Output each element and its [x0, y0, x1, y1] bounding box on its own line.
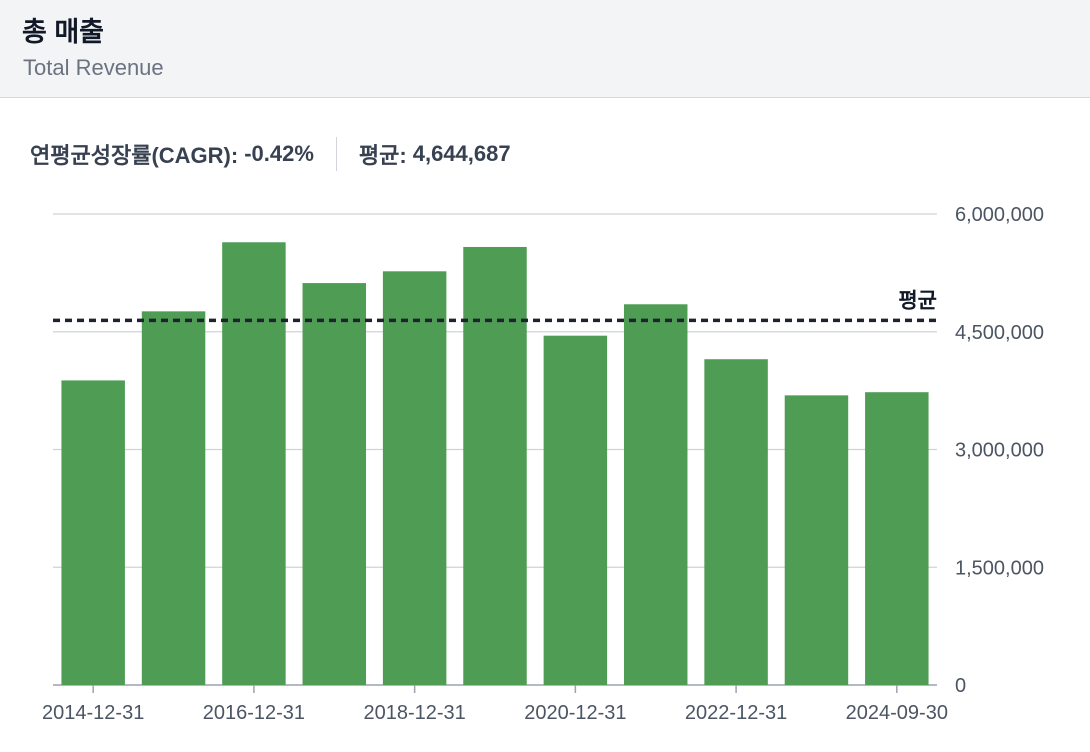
- average-line-label: 평균: [898, 289, 937, 312]
- bar: [623, 304, 688, 685]
- x-tick-label: 2016-12-31: [203, 702, 305, 724]
- x-tick-label: 2018-12-31: [363, 702, 465, 724]
- x-tick-label: 2020-12-31: [524, 702, 626, 724]
- y-tick-label: 4,500,000: [955, 322, 1044, 344]
- y-tick-label: 1,500,000: [955, 557, 1044, 579]
- cagr-label: 연평균성장률(CAGR):: [30, 143, 239, 168]
- average-value: 4,644,687: [412, 141, 511, 166]
- x-tick-label: 2014-12-31: [42, 702, 144, 724]
- bar: [141, 311, 206, 685]
- x-tick-label: 2024-09-30: [846, 702, 948, 724]
- y-tick-label: 0: [955, 675, 966, 697]
- bar: [543, 335, 608, 685]
- cagr-value: -0.42%: [244, 141, 314, 166]
- stats-divider: [335, 137, 337, 171]
- chart-subtitle: Total Revenue: [23, 55, 164, 80]
- average-label: 평균:: [358, 143, 407, 168]
- summary-stats: 연평균성장률(CAGR): -0.42% 평균: 4,644,687: [30, 136, 511, 172]
- chart-title: 총 매출: [22, 17, 105, 47]
- bar: [865, 392, 929, 685]
- bar: [784, 395, 849, 685]
- y-tick-label: 3,000,000: [955, 440, 1044, 462]
- chart-header: 총 매출 Total Revenue: [0, 0, 1090, 98]
- bar: [302, 283, 367, 685]
- y-tick-label: 6,000,000: [955, 204, 1044, 226]
- bar: [463, 246, 527, 685]
- bar: [61, 380, 125, 685]
- bar: [382, 271, 447, 685]
- x-tick-label: 2022-12-31: [685, 702, 787, 724]
- bar: [704, 359, 768, 685]
- bar: [222, 242, 286, 685]
